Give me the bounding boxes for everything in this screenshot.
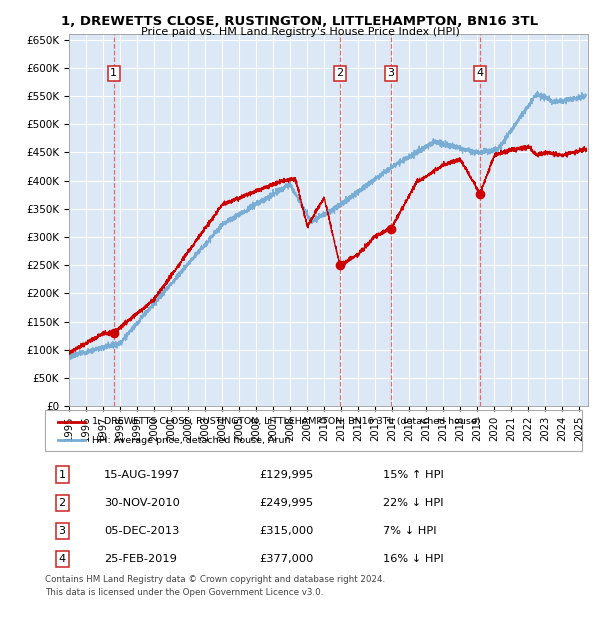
- Text: 30-NOV-2010: 30-NOV-2010: [104, 498, 180, 508]
- Text: 25-FEB-2019: 25-FEB-2019: [104, 554, 177, 564]
- Text: HPI: Average price, detached house, Arun: HPI: Average price, detached house, Arun: [92, 436, 291, 445]
- Text: 15-AUG-1997: 15-AUG-1997: [104, 469, 181, 479]
- Text: 7% ↓ HPI: 7% ↓ HPI: [383, 526, 437, 536]
- Text: 2: 2: [59, 498, 66, 508]
- Text: Price paid vs. HM Land Registry's House Price Index (HPI): Price paid vs. HM Land Registry's House …: [140, 27, 460, 37]
- Text: 3: 3: [388, 68, 395, 78]
- Text: £249,995: £249,995: [260, 498, 314, 508]
- Text: 1: 1: [59, 469, 65, 479]
- Text: 22% ↓ HPI: 22% ↓ HPI: [383, 498, 444, 508]
- Text: 1, DREWETTS CLOSE, RUSTINGTON, LITTLEHAMPTON, BN16 3TL (detached house): 1, DREWETTS CLOSE, RUSTINGTON, LITTLEHAM…: [92, 417, 481, 426]
- Text: 05-DEC-2013: 05-DEC-2013: [104, 526, 179, 536]
- Text: 4: 4: [476, 68, 484, 78]
- Text: 3: 3: [59, 526, 65, 536]
- Text: 15% ↑ HPI: 15% ↑ HPI: [383, 469, 444, 479]
- Text: 4: 4: [59, 554, 66, 564]
- Text: Contains HM Land Registry data © Crown copyright and database right 2024.
This d: Contains HM Land Registry data © Crown c…: [45, 575, 385, 597]
- Text: 1: 1: [110, 68, 117, 78]
- Text: £129,995: £129,995: [260, 469, 314, 479]
- Text: £315,000: £315,000: [260, 526, 314, 536]
- Text: £377,000: £377,000: [260, 554, 314, 564]
- Text: 1, DREWETTS CLOSE, RUSTINGTON, LITTLEHAMPTON, BN16 3TL: 1, DREWETTS CLOSE, RUSTINGTON, LITTLEHAM…: [61, 15, 539, 28]
- Text: 16% ↓ HPI: 16% ↓ HPI: [383, 554, 444, 564]
- Text: 2: 2: [337, 68, 343, 78]
